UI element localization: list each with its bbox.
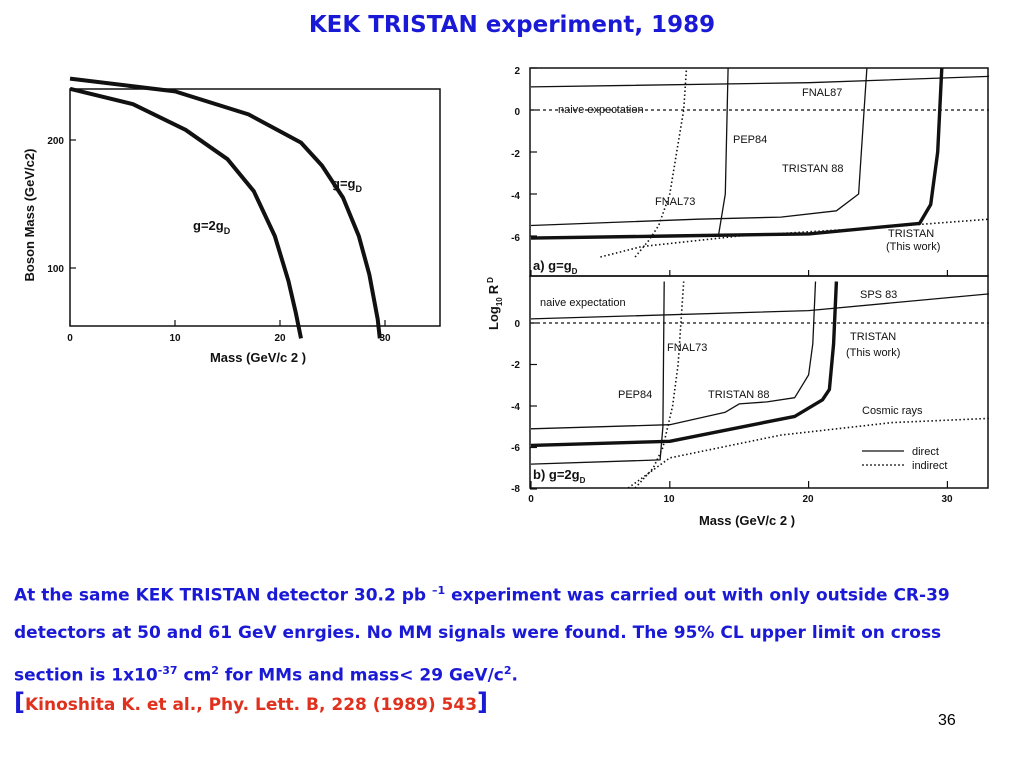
annot-thiswork-a: (This work) [886,241,940,253]
seriesA-line-2 [530,67,729,239]
y-tick-label: -2 [511,360,520,371]
annot-fnal73-b: FNAL73 [667,342,707,354]
y-tick-label: 2 [514,66,520,77]
y-tick-label: 100 [47,264,64,275]
annot-fnal73-a: FNAL73 [655,196,695,208]
x-tick-label: 20 [802,494,814,505]
reference-text: Kinoshita K. et al., Phy. Lett. B, 228 (… [24,695,478,715]
panel-a-label: a) g=gD [533,258,578,276]
tick-marks [530,67,949,490]
seriesB-line-4 [634,281,685,489]
seriesA-line-5 [530,67,944,240]
seriesA-line-4 [634,67,688,258]
legend-direct: direct [912,446,939,458]
x-tick-marks [69,139,386,326]
y-axis-title: Log10RD [486,277,504,330]
annot-naive-b: naive expectation [540,297,626,309]
panel-b-frame [529,275,989,489]
seriesB-line-2 [530,281,665,465]
x-tick-label: 10 [663,494,675,505]
y-tick-label: 0 [514,319,520,330]
annot-pep84-a: PEP84 [733,134,767,146]
x-tick-label: 10 [169,333,181,344]
annot-thiswork-b: (This work) [846,347,900,359]
x-tick-label: 0 [528,494,534,505]
y-tick-label: -2 [511,149,520,160]
reference-close-bracket: ] [477,688,488,716]
y-tick-label: -4 [511,191,520,202]
y-tick-label: -6 [511,443,520,454]
annot-pep84-b: PEP84 [618,389,652,401]
seriesB-line-6 [627,417,990,489]
y-axis-title: Boson Mass (GeV/c2) [22,149,37,282]
description-text: At the same KEK TRISTAN detector 30.2 pb… [14,584,950,686]
annot-tristan-b: TRISTAN [850,331,896,343]
seriesA-line-1 [530,75,990,88]
x-axis-title: Mass (GeV/c 2 ) [210,350,306,365]
annot-tristan88-b: TRISTAN 88 [708,389,770,401]
annot-cosmic: Cosmic rays [862,405,923,417]
series-label-g-2gD: g=2gD [193,218,231,236]
annot-tristan-a: TRISTAN [888,228,934,240]
seriesA-line-3 [530,67,868,227]
seriesB-line-1 [530,293,990,320]
page-number: 36 [938,712,956,729]
x-tick-label: 20 [274,333,286,344]
panel-b-label: b) g=2gD [533,467,586,485]
annot-naive-a: naive expectation [558,104,644,116]
y-tick-label: -4 [511,402,520,413]
annot-tristan88-a: TRISTAN 88 [782,163,844,175]
x-tick-label: 30 [941,494,953,505]
series-line-1 [69,86,303,339]
reference: [Kinoshita K. et al., Phy. Lett. B, 228 … [14,688,488,716]
series-label-g-gD: g=gD [332,176,362,194]
series-line-0 [69,76,382,339]
y-tick-label: -8 [511,484,520,495]
seriesB-line-5 [530,281,839,448]
legend-indirect: indirect [912,460,947,472]
slide-title: KEK TRISTAN experiment, 1989 [308,12,716,38]
seriesB-line-3 [530,281,817,430]
x-axis-title: Mass (GeV/c 2 ) [699,513,795,528]
reference-open-bracket: [ [14,688,25,716]
seriesA-line-6 [600,218,990,258]
x-tick-label: 30 [379,333,391,344]
annot-sps83: SPS 83 [860,289,897,301]
annot-fnal87: FNAL87 [802,87,842,99]
y-tick-label: 0 [514,107,520,118]
y-tick-label: 200 [47,136,64,147]
plot-frame [69,88,441,327]
x-tick-label: 0 [67,333,73,344]
y-tick-label: -6 [511,233,520,244]
